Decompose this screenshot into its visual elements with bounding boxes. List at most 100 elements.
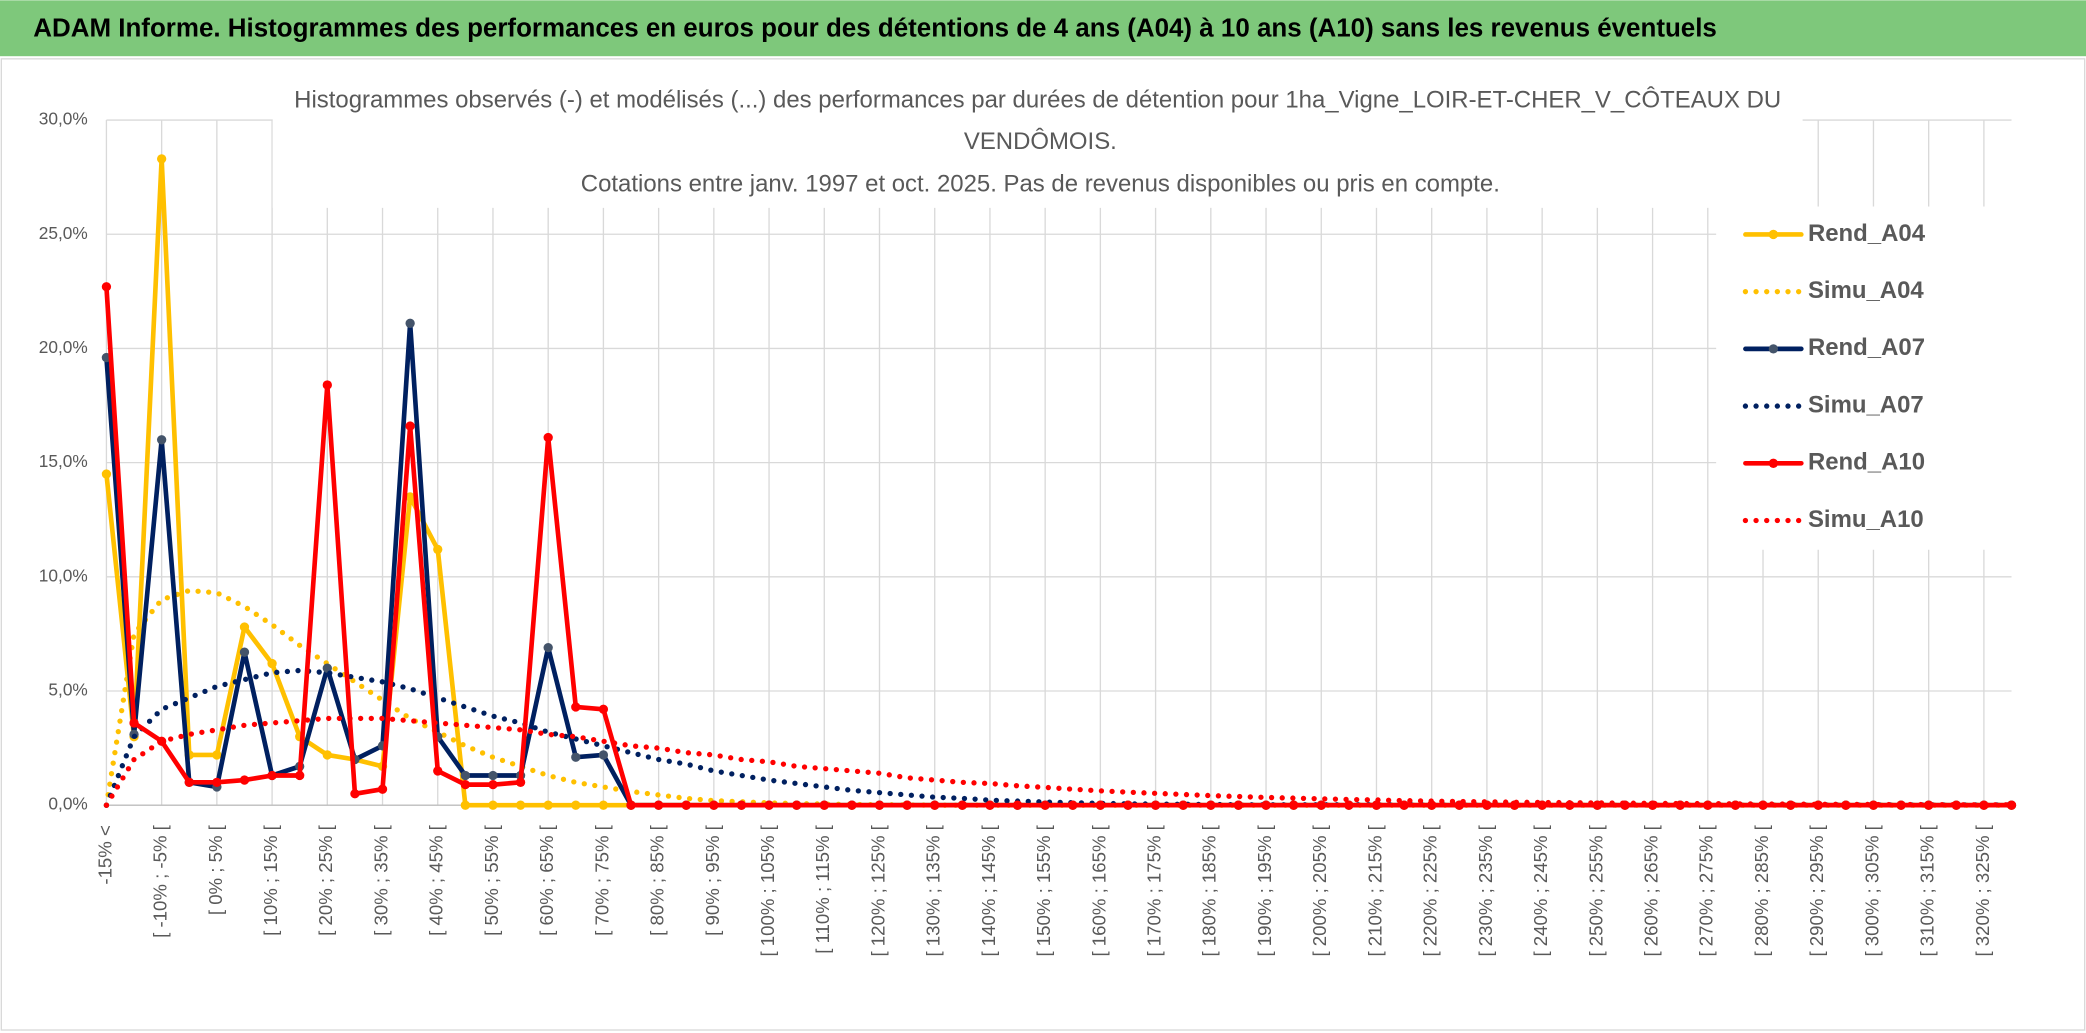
data-point (405, 421, 415, 431)
data-point (1068, 800, 1078, 810)
data-point (322, 750, 332, 760)
data-point (515, 777, 526, 788)
legend-marker (1768, 458, 1779, 468)
data-point (239, 647, 250, 657)
data-point (460, 770, 471, 781)
data-point (488, 779, 498, 790)
x-tick-label: [ 80% ; 85% [ (647, 824, 668, 936)
legend-marker (1768, 344, 1779, 354)
legend-label: Rend_A10 (1808, 449, 1925, 476)
x-tick-label: [ 50% ; 55% [ (481, 824, 502, 936)
y-tick-label: 30,0% (39, 109, 88, 129)
data-point (543, 800, 553, 810)
data-point (626, 800, 636, 810)
data-point (156, 435, 167, 445)
x-tick-label: [ 120% ; 125% [ (867, 824, 888, 956)
data-point (101, 282, 112, 292)
data-point (1261, 800, 1271, 810)
legend-label: Simu_A07 (1808, 391, 1924, 418)
data-point (460, 800, 471, 810)
x-tick-label: [ 220% ; 225% [ (1420, 824, 1441, 956)
x-tick-label: [ 180% ; 185% [ (1199, 824, 1220, 956)
data-point (405, 318, 415, 328)
x-tick-label: [ 150% ; 155% [ (1033, 824, 1054, 956)
x-tick-label: [ 0% ; 5% [ (205, 824, 226, 915)
data-point (1868, 800, 1879, 810)
data-point (598, 800, 609, 810)
x-tick-label: [ 20% ; 25% [ (315, 824, 336, 936)
y-tick-label: 5,0% (48, 680, 87, 700)
data-point (792, 800, 802, 810)
data-point (709, 800, 719, 810)
chart-title: Histogrammes observés (-) et modélisés (… (294, 86, 1781, 114)
data-point (819, 800, 829, 810)
data-point (267, 770, 277, 781)
title-background (272, 77, 1803, 208)
data-point (1012, 800, 1023, 810)
data-point (598, 750, 609, 760)
data-point (433, 766, 443, 776)
y-tick-label: 0,0% (48, 794, 87, 814)
series-line (103, 715, 2015, 808)
x-tick-label: -15% < (94, 825, 115, 884)
series-line (103, 667, 2015, 808)
data-point (488, 770, 498, 781)
data-point (681, 800, 691, 810)
data-point (101, 469, 112, 479)
x-tick-label: [ 30% ; 35% [ (370, 824, 391, 936)
data-point (267, 658, 277, 669)
x-tick-label: [ 170% ; 175% [ (1144, 824, 1165, 956)
data-point (322, 380, 332, 390)
data-point (764, 800, 774, 810)
data-point (1371, 800, 1382, 810)
data-point (2006, 800, 2017, 810)
chart-border (0, 58, 2086, 1031)
data-point (433, 544, 443, 555)
data-point (1123, 800, 1133, 810)
x-tick-label: [ 90% ; 95% [ (702, 824, 723, 936)
legend-label: Rend_A07 (1808, 334, 1925, 361)
x-tick-label: [ 140% ; 145% [ (978, 824, 999, 956)
y-tick-label: 15,0% (39, 451, 88, 471)
data-point (1288, 800, 1299, 810)
data-point (405, 492, 415, 502)
data-point (295, 770, 305, 781)
data-point (874, 800, 885, 810)
x-tick-label: [ 110% ; 115% [ (812, 824, 833, 953)
legend-label: Simu_A04 (1808, 277, 1924, 304)
chart-title: Cotations entre janv. 1997 et oct. 2025.… (581, 171, 1500, 198)
data-point (1178, 800, 1188, 810)
data-point (212, 750, 222, 760)
data-point (571, 702, 581, 712)
y-tick-label: 10,0% (39, 565, 88, 585)
data-point (930, 800, 940, 810)
data-point (129, 718, 139, 728)
x-tick-label: [ 190% ; 195% [ (1254, 824, 1275, 956)
data-point (377, 784, 388, 794)
data-point (957, 800, 967, 810)
data-point (571, 752, 581, 762)
x-tick-label: [ 260% ; 265% [ (1640, 824, 1661, 956)
data-point (1399, 800, 1409, 810)
x-tick-label: [ 200% ; 205% [ (1309, 824, 1330, 956)
x-tick-label: [ 240% ; 245% [ (1530, 824, 1551, 956)
data-point (985, 800, 995, 810)
x-tick-label: [ 100% ; 105% [ (757, 824, 778, 956)
x-tick-label: [ 210% ; 215% [ (1364, 824, 1385, 956)
data-point (1344, 800, 1354, 810)
legend-background (1716, 206, 2012, 550)
data-point (653, 800, 664, 810)
data-point (736, 800, 747, 810)
data-point (184, 777, 194, 788)
header-bar (0, 0, 2086, 57)
data-point (847, 800, 857, 810)
x-tick-label: [ 10% ; 15% [ (260, 824, 281, 936)
legend-label: Rend_A04 (1808, 220, 1926, 247)
data-point (460, 779, 471, 790)
series-line (103, 587, 2015, 808)
x-tick-label: [ 280% ; 285% [ (1751, 824, 1772, 956)
y-tick-label: 25,0% (39, 223, 88, 243)
data-point (1206, 800, 1216, 810)
